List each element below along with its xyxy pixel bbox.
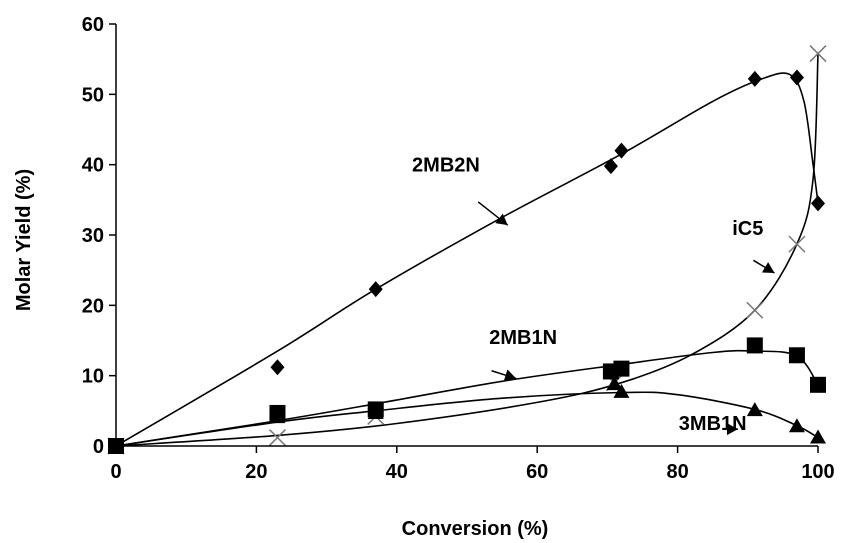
series-curve-2mb2n	[115, 72, 819, 447]
data-point-2mb1n	[746, 337, 763, 354]
y-tick-label: 50	[82, 84, 104, 106]
data-point-2mb1n	[613, 360, 630, 377]
data-point-2mb1n	[788, 347, 805, 364]
data-point-3mb1n	[788, 418, 805, 433]
data-point-3mb1n	[606, 376, 623, 391]
x-axis-title: Conversion (%)	[402, 518, 549, 540]
markers	[107, 45, 827, 455]
y-tick-label: 20	[82, 295, 104, 317]
data-point-2mb2n	[368, 281, 383, 298]
arrowhead-3mb1n	[726, 423, 738, 436]
series-label-3mb1n: 3MB1N	[679, 413, 747, 435]
curves	[115, 53, 819, 447]
data-point-2mb2n	[614, 142, 629, 159]
data-point-2mb2n	[789, 69, 804, 86]
data-point-2mb2n	[811, 195, 825, 212]
x-tick-label: 40	[386, 461, 408, 483]
arrowhead-ic5	[761, 262, 775, 273]
data-point-3mb1n	[613, 383, 630, 398]
x-tick-label: 0	[110, 461, 121, 483]
annotations: 2MB2N iC5 2MB1N 3MB1N	[412, 155, 775, 436]
data-point-3mb1n	[810, 429, 826, 444]
data-point-ic5	[788, 235, 806, 253]
data-point-ic5	[746, 301, 764, 319]
data-point-2mb1n	[810, 376, 826, 393]
y-tick-label: 30	[82, 225, 104, 247]
y-tick-label: 10	[82, 366, 104, 388]
x-tick-label: 100	[801, 461, 834, 483]
data-point-ic5	[809, 45, 827, 63]
data-point-3mb1n	[269, 409, 286, 424]
y-tick-label: 0	[93, 436, 104, 458]
x-tick-label: 80	[666, 461, 688, 483]
series-label-2mb1n: 2MB1N	[489, 327, 557, 349]
data-point-ic5	[268, 429, 286, 447]
y-tick-label: 40	[82, 155, 104, 177]
data-point-2mb2n	[603, 158, 618, 175]
data-point-3mb1n	[367, 404, 384, 419]
x-tick-label: 60	[526, 461, 548, 483]
data-point-3mb1n	[746, 402, 763, 417]
y-axis-title: Molar Yield (%)	[13, 169, 35, 311]
axes: 0 10 20 30 40 50 60 0 20 40 60 80 100	[82, 14, 835, 483]
data-point-2mb2n	[747, 70, 762, 87]
arrowhead-2mb2n	[495, 213, 508, 226]
series-label-2mb2n: 2MB2N	[412, 155, 480, 177]
series-label-ic5: iC5	[732, 218, 763, 240]
data-point-2mb2n	[270, 359, 285, 376]
arrowhead-2mb1n	[503, 369, 517, 381]
y-tick-label: 60	[82, 14, 104, 36]
x-tick-label: 20	[245, 461, 267, 483]
series-curve-ic5	[115, 53, 819, 447]
